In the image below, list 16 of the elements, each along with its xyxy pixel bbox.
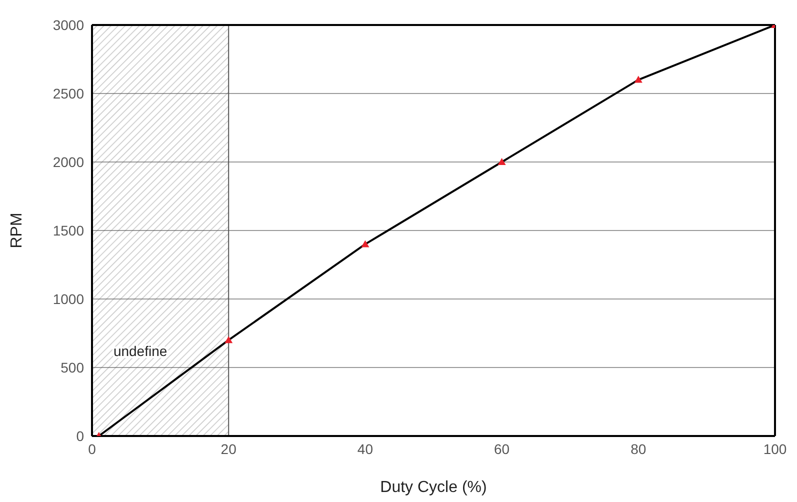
band-label: undefine xyxy=(113,343,168,359)
y-axis-title: RPM xyxy=(8,212,26,248)
x-tick-label: 100 xyxy=(763,440,787,457)
y-tick-label: 1500 xyxy=(52,222,84,238)
y-tick-label: 0 xyxy=(76,428,84,444)
y-tick-label: 2000 xyxy=(52,154,84,170)
x-tick-label: 60 xyxy=(494,440,510,457)
x-tick-label: 20 xyxy=(220,440,237,457)
y-tick-label: 2500 xyxy=(52,85,84,102)
y-tick-label: 500 xyxy=(60,359,84,376)
x-tick-label: 80 xyxy=(630,440,646,457)
x-axis-title: Duty Cycle (%) xyxy=(380,479,487,496)
y-tick-label: 1000 xyxy=(52,290,84,307)
y-tick-label: 3000 xyxy=(52,16,84,33)
x-tick-label: 0 xyxy=(88,440,96,457)
x-tick-label: 40 xyxy=(357,440,374,457)
